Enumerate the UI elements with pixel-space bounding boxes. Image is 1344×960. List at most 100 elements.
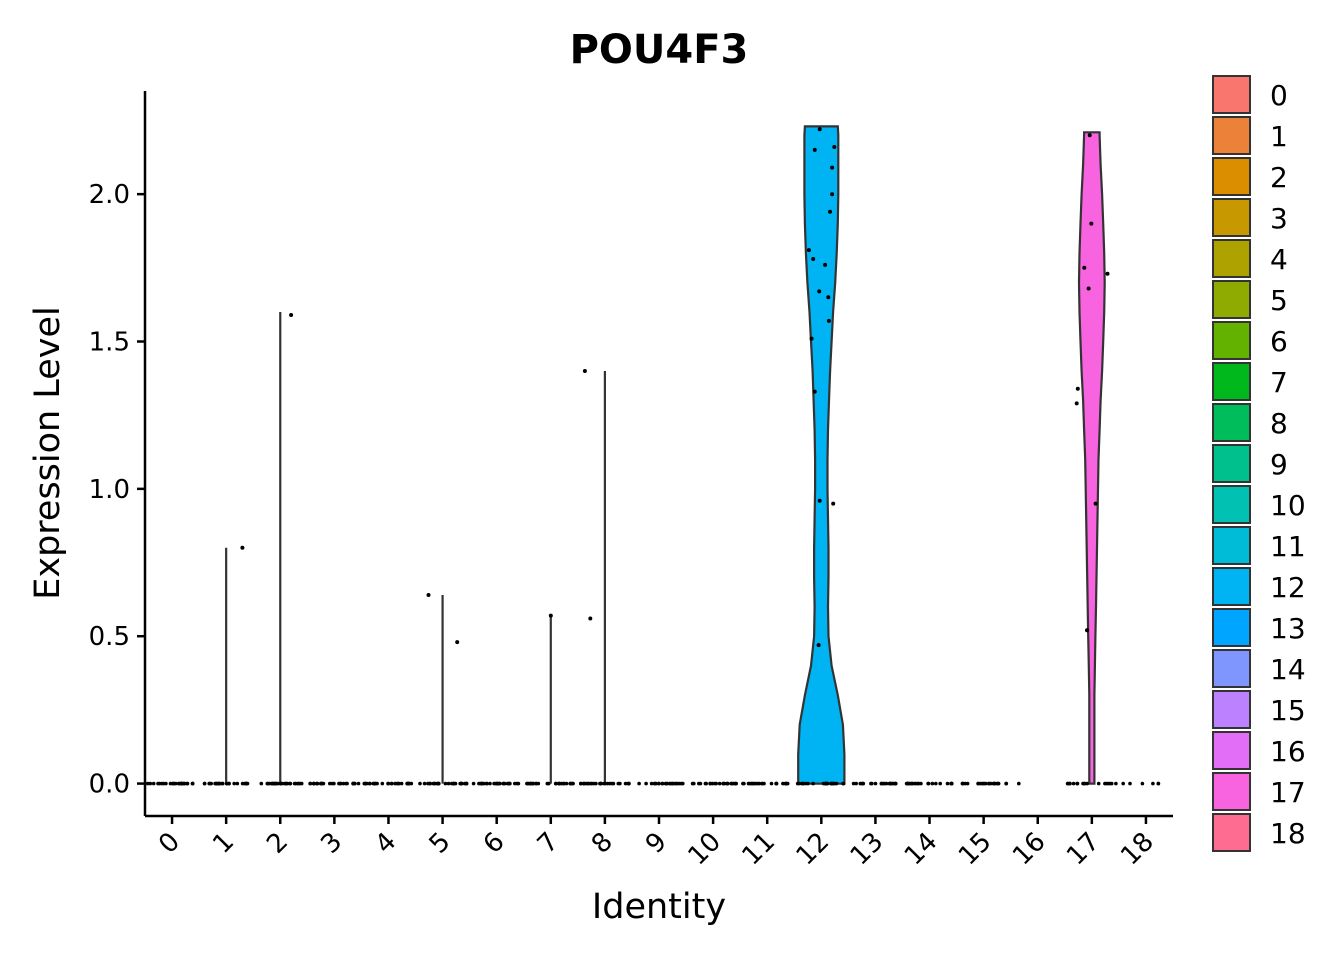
point-13 [891,781,895,786]
point-11 [742,781,746,786]
point-15 [976,781,980,786]
x-tick-label: 9 [640,827,673,860]
point-4 [397,781,401,786]
y-tick-label: 0.5 [89,622,130,652]
x-axis-ticks: 0 1 2 3 4 5 6 7 8 9 10 11 12 13 14 15 16 17 18 [153,816,1160,871]
legend-key-1 [1212,116,1251,155]
point-12 [830,781,835,786]
plot-area [145,125,1161,786]
point-2 [289,313,294,317]
legend-label: 9 [1270,448,1288,481]
x-tick-label: 13 [845,827,890,872]
point-0 [157,781,162,786]
point-8 [605,781,610,786]
point-13 [873,781,878,786]
point-14 [945,781,950,786]
point-12 [812,389,817,394]
point-2 [294,781,298,786]
y-tick-label: 1.5 [89,328,130,358]
legend-label: 1 [1270,120,1288,153]
point-15 [996,781,1001,786]
legend-key-17 [1212,772,1251,811]
point-11 [756,781,760,786]
point-12 [841,781,846,786]
point-13 [870,781,874,786]
point-0 [170,781,175,786]
legend-label: 16 [1270,735,1306,768]
point-9 [674,781,678,786]
point-14 [914,781,918,786]
point-5 [451,781,456,786]
point-2 [270,781,274,786]
point-15 [1004,781,1008,786]
point-2 [282,781,287,786]
legend-label: 17 [1270,776,1306,809]
point-1 [235,781,240,786]
point-7 [525,781,529,786]
x-axis-title: Identity [592,887,726,927]
legend-label: 6 [1270,325,1288,358]
point-17 [1087,133,1092,138]
point-1 [245,781,249,786]
point-12 [831,501,836,506]
point-17 [1081,781,1085,786]
y-tick-label: 0.0 [89,770,130,800]
point-6 [492,781,496,786]
point-2 [259,781,264,786]
point-12 [812,147,817,152]
legend-label: 7 [1270,366,1288,399]
point-13 [851,781,856,786]
legend-key-7 [1212,362,1251,401]
point-18 [1140,781,1145,786]
x-tick-label: 4 [370,827,403,860]
x-tick-label: 17 [1061,827,1106,872]
point-4 [399,781,404,786]
legend-key-8 [1212,403,1251,442]
point-7 [531,781,535,786]
point-0 [185,781,189,786]
point-12 [832,145,837,149]
point-1 [232,781,236,786]
point-12 [811,257,816,261]
point-4 [389,781,394,786]
point-12 [823,781,828,786]
point-10 [698,781,703,786]
point-16 [1017,781,1021,786]
point-5 [426,593,431,597]
point-3 [314,781,319,786]
point-5 [464,781,469,786]
point-3 [311,781,316,786]
point-12 [830,165,835,170]
point-4 [372,781,377,786]
legend-key-6 [1212,321,1251,360]
x-tick-label: 8 [586,827,619,860]
point-7 [536,781,541,786]
point-12 [826,318,831,323]
point-0 [177,781,181,786]
point-5 [426,781,430,786]
point-12 [826,295,831,300]
point-10 [729,781,733,786]
point-13 [858,781,863,786]
point-2 [278,781,283,786]
legend-label: 5 [1270,284,1288,317]
point-11 [784,781,789,786]
point-10 [692,781,696,786]
point-7 [548,613,553,618]
point-6 [484,781,489,786]
point-1 [202,781,207,786]
x-tick-label: 1 [207,827,240,860]
point-13 [854,781,858,786]
point-3 [352,781,357,786]
y-axis-ticks: 0.0 0.5 1.0 1.5 2.0 [89,180,145,800]
legend-key-2 [1212,157,1251,196]
point-5 [443,781,448,786]
point-9 [660,781,665,786]
point-2 [299,781,304,786]
point-12 [830,192,835,197]
point-9 [663,781,668,786]
point-5 [418,781,422,786]
point-1 [216,781,221,786]
point-5 [455,640,460,645]
